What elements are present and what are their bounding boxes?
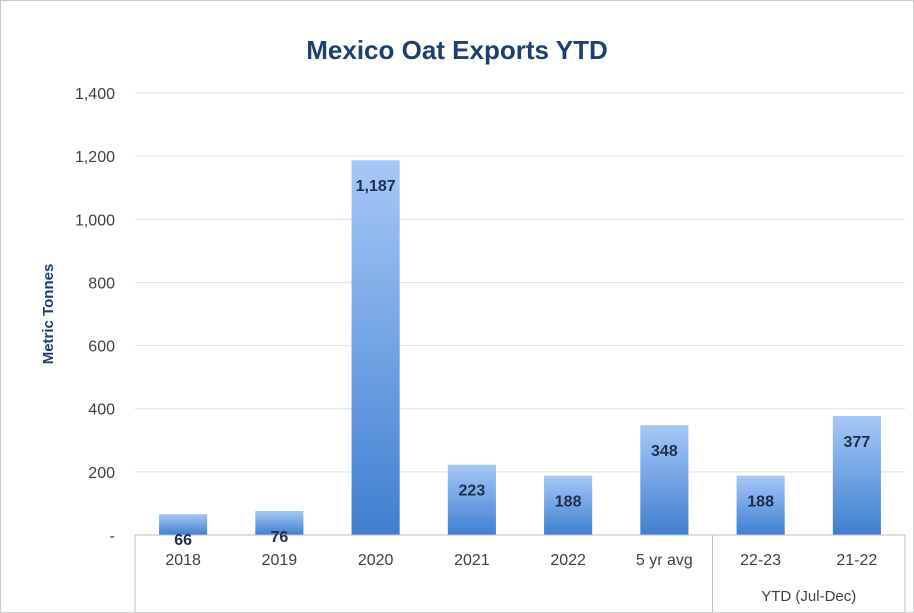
data-labels: 66 76 1,187 223 188 348 188 377: [174, 178, 870, 549]
bar-5-yr-avg: [640, 425, 689, 535]
data-label: 223: [459, 483, 486, 500]
bar-2020: [351, 160, 400, 536]
group-label-ytd: YTD (Jul-Dec): [761, 588, 856, 605]
y-tick-label: 800: [88, 275, 115, 292]
x-tick-label: 2018: [165, 552, 201, 569]
bar-2019: [255, 511, 304, 535]
data-label: 377: [844, 434, 871, 451]
axes: [134, 534, 906, 612]
x-axis-ticks: 2018 2019 2020 2021 2022 5 yr avg 22-23 21-22: [165, 552, 877, 569]
gridlines: [135, 92, 905, 473]
data-label: 76: [270, 529, 288, 546]
bars: [159, 160, 881, 536]
x-tick-label: 21-22: [836, 552, 877, 569]
data-label: 188: [747, 494, 774, 511]
x-tick-label: 2020: [358, 552, 394, 569]
y-axis-ticks: - 200 400 600 800 1,000 1,200 1,400: [75, 86, 115, 545]
bar-2022: [544, 475, 593, 535]
y-tick-label: 600: [88, 339, 115, 356]
x-tick-label: 2019: [262, 552, 298, 569]
x-tick-label: 2021: [454, 552, 490, 569]
data-label: 1,187: [356, 178, 396, 195]
y-tick-label: 1,400: [75, 86, 115, 103]
bar-22-23: [736, 475, 785, 535]
y-tick-label: 1,000: [75, 212, 115, 229]
bar-2021: [447, 464, 496, 535]
bar-2018: [159, 514, 208, 535]
y-tick-label: 200: [88, 465, 115, 482]
y-tick-label: 400: [88, 402, 115, 419]
y-tick-label: -: [110, 528, 115, 545]
data-label: 188: [555, 494, 582, 511]
x-tick-label: 2022: [550, 552, 586, 569]
x-tick-label: 5 yr avg: [636, 552, 693, 569]
y-axis-label: Metric Tonnes: [40, 264, 57, 365]
bar-21-22: [832, 415, 881, 535]
data-label: 348: [651, 443, 678, 460]
data-label: 66: [174, 532, 192, 549]
y-tick-label: 1,200: [75, 149, 115, 166]
x-tick-label: 22-23: [740, 552, 781, 569]
chart-title: Mexico Oat Exports YTD: [306, 35, 608, 65]
